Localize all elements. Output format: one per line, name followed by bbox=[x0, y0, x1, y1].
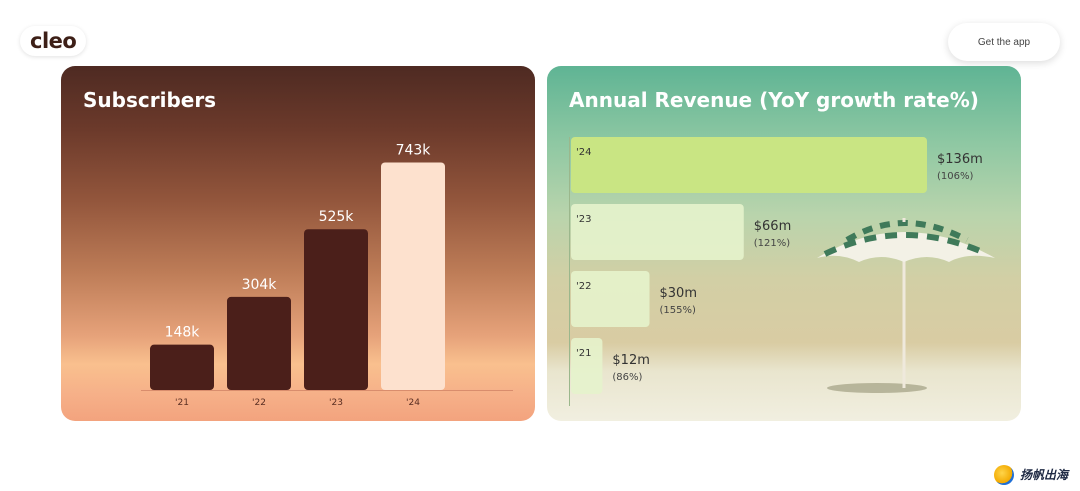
watermark-text: 扬帆出海 bbox=[1020, 468, 1069, 482]
revenue-title: Annual Revenue (YoY growth rate%) bbox=[569, 88, 979, 112]
revenue-tick-label: '22 bbox=[576, 281, 591, 292]
revenue-bar bbox=[571, 137, 927, 193]
subscribers-bar bbox=[304, 229, 368, 390]
subscribers-chart: 148k '21 304k '22 525k '23 743k '24 bbox=[141, 142, 513, 408]
revenue-data-label: $66m bbox=[754, 219, 791, 234]
sail-logo-icon bbox=[994, 465, 1014, 485]
subscribers-data-label: 525k bbox=[319, 209, 355, 225]
subscribers-data-label: 304k bbox=[242, 277, 278, 293]
subscribers-bar bbox=[381, 162, 445, 390]
subscribers-data-label: 148k bbox=[165, 325, 201, 341]
subscribers-tick-label: '24 bbox=[406, 398, 420, 408]
revenue-bar bbox=[571, 204, 744, 260]
subscribers-tick-label: '21 bbox=[175, 398, 189, 408]
revenue-bar bbox=[571, 338, 603, 394]
revenue-data-label: $30m bbox=[660, 286, 697, 301]
revenue-growth-label: (155%) bbox=[660, 305, 696, 316]
revenue-bar bbox=[571, 271, 650, 327]
subscribers-tick-label: '23 bbox=[329, 398, 343, 408]
revenue-growth-label: (86%) bbox=[612, 372, 642, 383]
revenue-data-label: $12m bbox=[612, 353, 649, 368]
subscribers-tick-label: '22 bbox=[252, 398, 266, 408]
revenue-tick-label: '24 bbox=[576, 147, 591, 158]
revenue-tick-label: '23 bbox=[576, 214, 591, 225]
subscribers-bar bbox=[227, 296, 291, 390]
cleo-logo[interactable]: cleo bbox=[20, 26, 87, 56]
get-the-app-button[interactable]: Get the app bbox=[948, 23, 1060, 61]
watermark: 扬帆出海 bbox=[994, 464, 1068, 486]
revenue-card: Annual Revenue (YoY growth rate%) '24 $13… bbox=[547, 66, 1021, 421]
revenue-data-label: $136m bbox=[937, 152, 983, 167]
subscribers-title: Subscribers bbox=[83, 88, 217, 112]
revenue-growth-label: (106%) bbox=[937, 171, 973, 182]
subscribers-card: Subscribers 148k '21 304k '22 525k '23 743k '24 bbox=[61, 66, 535, 421]
revenue-tick-label: '21 bbox=[576, 348, 591, 359]
beach-umbrella-illustration bbox=[817, 218, 995, 393]
revenue-growth-label: (121%) bbox=[754, 238, 790, 249]
subscribers-bar bbox=[150, 344, 214, 390]
revenue-chart: '24 $136m (106%) '23 $66m (121%) '22 $30m (155%)… bbox=[569, 137, 983, 406]
subscribers-data-label: 743k bbox=[396, 142, 432, 158]
